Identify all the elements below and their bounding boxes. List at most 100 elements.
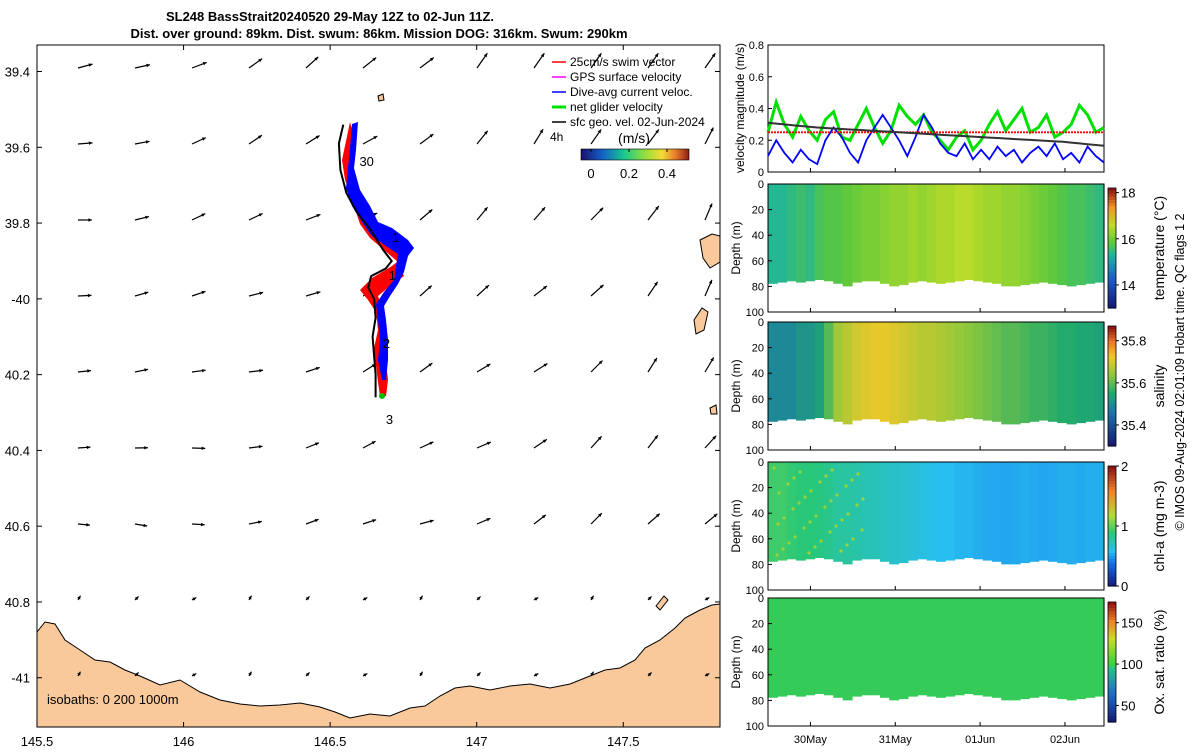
section-column (992, 322, 1002, 422)
section-column (983, 462, 993, 561)
velocity-timeseries: 00.20.40.60.8 velocity magnitude (m/s) (733, 40, 1104, 179)
section-column (833, 322, 843, 422)
legend-label: GPS surface velocity (570, 70, 681, 84)
section-speckle (840, 518, 843, 521)
section-column (824, 322, 834, 419)
section-column (964, 462, 974, 558)
section-column (1039, 322, 1049, 421)
section-y-label: Depth (m) (729, 221, 743, 274)
section-column (787, 462, 797, 559)
section-column (936, 322, 946, 422)
section-speckle (775, 553, 778, 556)
section-column (880, 322, 890, 422)
section-y-tick-label: 0 (758, 593, 764, 605)
section-column (1048, 598, 1058, 698)
speed-colorbar-tick-label: 0.2 (620, 166, 638, 181)
section-colorbar-label: Ox. sat. ratio (%) (1151, 609, 1167, 714)
section-column (1048, 184, 1058, 284)
section-speckle (791, 507, 794, 510)
section-column (927, 322, 937, 421)
section-column (955, 462, 965, 559)
section-speckle (813, 545, 816, 548)
section-column (777, 322, 787, 421)
day-label: 2 (383, 336, 390, 351)
section-column (908, 598, 918, 697)
section-speckle (809, 489, 812, 492)
section-y-tick-label: 100 (746, 445, 764, 457)
section-column (983, 598, 993, 697)
section-speckle (851, 537, 854, 540)
glider-position (379, 393, 385, 399)
section-column (843, 184, 853, 286)
legend-label: 25cm/s swim vector (570, 55, 675, 69)
section-column (973, 184, 983, 281)
section-column (843, 322, 853, 424)
section-column (908, 462, 918, 561)
section-y-tick-label: 40 (752, 508, 764, 520)
section-column (1067, 322, 1077, 424)
section-colorbar-tick-label: 35.6 (1121, 376, 1146, 391)
section-speckle (845, 543, 848, 546)
map-lat-tick-label: -40 (11, 292, 30, 307)
section-speckle (856, 472, 859, 475)
section-y-tick-label: 20 (752, 619, 764, 631)
section-column (917, 462, 927, 559)
ts-ylabel: velocity magnitude (m/s) (733, 43, 747, 173)
section-y-tick-label: 40 (752, 368, 764, 380)
section-column (1085, 598, 1095, 698)
section-column (945, 322, 955, 421)
section-column (796, 462, 806, 561)
section-column (955, 184, 965, 281)
section-colorbar-tick-label: 150 (1121, 616, 1143, 631)
section-column (871, 184, 881, 281)
section-column (964, 598, 974, 694)
section-column (889, 184, 899, 286)
section-column (1067, 462, 1077, 564)
section-speckle (834, 524, 837, 527)
section-y-tick-label: 0 (758, 179, 764, 191)
section-column (787, 598, 797, 695)
ts-y-tick-label: 0.2 (749, 135, 764, 147)
section-column (1067, 184, 1077, 286)
section-speckle (861, 497, 864, 500)
ts-y-tick-label: 0.6 (749, 72, 764, 84)
section-column (1020, 462, 1030, 563)
section-column (1076, 598, 1086, 699)
map-lat-tick-label: 40.2 (5, 368, 30, 383)
section-column (936, 598, 946, 698)
section-column (1076, 322, 1086, 423)
legend-label: sfc geo. vel. 02-Jun-2024 (570, 115, 705, 129)
section-column (796, 598, 806, 697)
section-column (787, 322, 797, 419)
section-column (992, 462, 1002, 562)
section-speckle (828, 530, 831, 533)
section-column (983, 322, 993, 421)
section-column (1039, 462, 1049, 561)
section-column (843, 598, 853, 700)
section-column (824, 598, 834, 695)
section-speckle (818, 480, 821, 483)
section-column (992, 184, 1002, 284)
section-speckle (803, 495, 806, 498)
section-y-tick-label: 80 (752, 281, 764, 293)
section-colorbar-label: salinity (1151, 365, 1167, 408)
map-lon-tick-label: 147 (466, 734, 488, 749)
section-speckle (819, 539, 822, 542)
section-column (955, 598, 965, 695)
section-column (945, 598, 955, 697)
ts-y-tick-label: 0 (758, 167, 764, 179)
section-speckle (802, 526, 805, 529)
section-colorbar-tick-label: 1 (1121, 519, 1128, 534)
map-lon-tick-label: 145.5 (21, 734, 54, 749)
section-column (1057, 598, 1067, 699)
section-column (815, 598, 825, 694)
section-colorbar-tick-label: 18 (1121, 186, 1135, 201)
section-speckle (782, 516, 785, 519)
section-column (1039, 184, 1049, 283)
section-column (1095, 462, 1105, 561)
map-lon-tick-label: 146.5 (314, 734, 347, 749)
section-column (871, 462, 881, 559)
section-column (777, 462, 787, 561)
